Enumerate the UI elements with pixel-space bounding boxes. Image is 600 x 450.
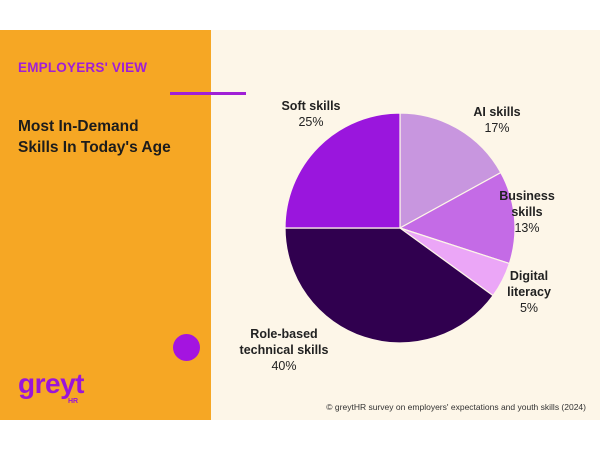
kicker-text: EMPLOYERS' VIEW (18, 60, 148, 75)
left-panel: EMPLOYERS' VIEW Most In-Demand Skills In… (0, 30, 211, 420)
pie-slice-business-skills (398, 171, 516, 265)
slice-label-soft-skills: Soft skills 25% (281, 99, 340, 129)
greythr-logo: greyt (18, 368, 84, 399)
pie-slice-soft-skills (284, 112, 401, 229)
kicker-underline (170, 92, 246, 95)
page-title: Most In-Demand Skills In Today's Age (18, 116, 203, 158)
bottom-margin (0, 420, 600, 450)
pie-slice-role-based-technical-skills (284, 227, 494, 344)
title-line-1: Most In-Demand (18, 118, 139, 135)
pie-slices (284, 112, 516, 344)
greythr-logo-sub: HR (68, 398, 79, 405)
slice-label-role-based-technical-skills: Role-based technical skills 40% (240, 327, 329, 373)
slice-label-digital-literacy: Digital literacy 5% (507, 269, 551, 315)
decorative-dot (173, 334, 200, 361)
top-margin (0, 0, 600, 30)
title-line-2: Skills In Today's Age (18, 139, 171, 156)
pie-chart: AI skills 17% Business skills 13% Digital lite… (240, 99, 555, 373)
pie-labels: AI skills 17% Business skills 13% Digital lite… (240, 99, 555, 373)
infographic-card: EMPLOYERS' VIEW Most In-Demand Skills In… (0, 30, 600, 420)
pie-slice-ai-skills (399, 112, 502, 230)
slice-label-business-skills: Business skills 13% (499, 189, 555, 235)
source-credit: © greytHR survey on employers' expectati… (326, 402, 586, 412)
slice-label-ai-skills: AI skills 17% (473, 105, 520, 135)
